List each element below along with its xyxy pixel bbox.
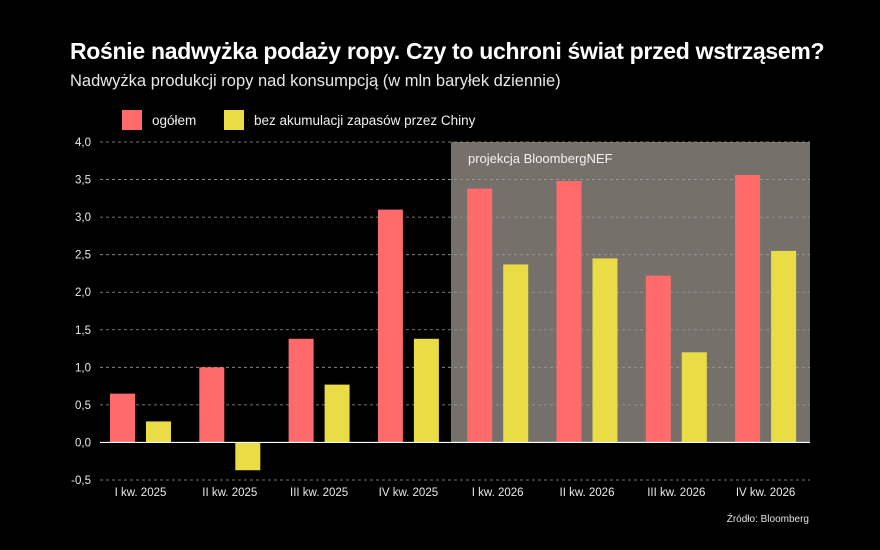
bars (110, 175, 797, 471)
legend-swatch-ex-china (224, 110, 244, 130)
chart-subtitle: Nadwyżka produkcji ropy nad konsumpcją (… (70, 72, 561, 90)
legend-label-ex-china: bez akumulacji zapasów przez Chiny (254, 112, 476, 128)
bar-total (110, 393, 135, 443)
y-tick-label: -0,5 (71, 475, 91, 487)
bar-ex-china (413, 338, 439, 443)
bar-total (199, 367, 225, 443)
bar-total (377, 209, 403, 443)
source-note: Źródło: Bloomberg (726, 514, 809, 525)
y-tick-label: 1,0 (75, 362, 91, 374)
bar-total (467, 188, 493, 443)
y-tick-label: 1,5 (75, 325, 91, 337)
x-category-label: I kw. 2026 (472, 487, 524, 499)
bar-ex-china (771, 250, 797, 443)
x-category-label: IV kw. 2026 (736, 487, 795, 499)
y-tick-label: 3,0 (75, 212, 91, 224)
bar-ex-china (592, 258, 618, 443)
labels: 4,0 3,5 3,0 2,5 2,0 1,5 1,0 0,5 0,0 -0,5 I kw. 202… (71, 137, 795, 499)
bar-ex-china (324, 384, 350, 443)
bar-ex-china (681, 352, 707, 443)
x-category-label: II kw. 2026 (560, 487, 615, 499)
chart-title: Rośnie nadwyżka podaży ropy. Czy to uchr… (70, 38, 825, 64)
legend-swatch-total (122, 110, 142, 130)
bar-total (645, 275, 671, 443)
y-tick-label: 3,5 (75, 175, 91, 187)
legend-item-total: ogółem (122, 110, 196, 130)
x-category-label: IV kw. 2025 (379, 487, 438, 499)
y-tick-label: 2,5 (75, 250, 91, 262)
bar-ex-china (235, 442, 261, 471)
projection-label: projekcja BloombergNEF (468, 151, 613, 166)
gridlines (100, 141, 810, 481)
bar-total (735, 175, 761, 443)
legend-item-ex-china: bez akumulacji zapasów przez Chiny (224, 110, 475, 130)
y-tick-label: 4,0 (75, 137, 91, 149)
bar-total (288, 338, 314, 443)
legend-label-total: ogółem (152, 112, 197, 128)
x-category-label: III kw. 2025 (290, 487, 348, 499)
bar-total (556, 181, 582, 443)
bar-ex-china (503, 264, 529, 443)
y-tick-label: 0,5 (75, 400, 91, 412)
x-category-label: I kw. 2025 (115, 487, 167, 499)
y-tick-label: 2,0 (75, 287, 91, 299)
y-tick-label: 0,0 (75, 437, 91, 449)
x-category-label: II kw. 2025 (202, 487, 257, 499)
x-category-label: III kw. 2026 (647, 487, 705, 499)
bar-ex-china (146, 421, 171, 443)
